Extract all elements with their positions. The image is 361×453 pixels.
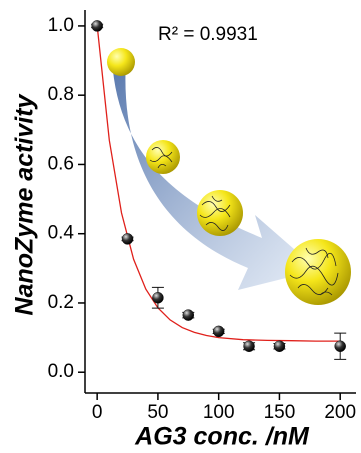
annotation: R² = 0.9931 [158, 24, 258, 45]
data-point [122, 233, 133, 244]
nanoparticle-illustration [107, 48, 351, 305]
y-tick-label: 0.2 [48, 292, 74, 313]
x-tick-label: 200 [324, 402, 356, 423]
x-tick-label: 100 [203, 402, 235, 423]
data-point [183, 310, 194, 321]
x-tick-label: 150 [264, 402, 296, 423]
y-tick-label: 0.6 [48, 153, 74, 174]
x-tick-label: 0 [92, 402, 103, 423]
x-tick-label: 50 [147, 402, 168, 423]
arrow-illustration [112, 60, 318, 290]
x-axis-title: AG3 conc. /nM [134, 423, 310, 451]
y-tick-label: 0.4 [48, 223, 75, 244]
data-point [152, 292, 163, 303]
data-point [92, 20, 103, 31]
y-tick-label: 1.0 [48, 15, 74, 36]
y-axis-title: NanoZyme activity [11, 93, 39, 315]
y-tick-label: 0.8 [48, 84, 74, 105]
data-point [213, 326, 224, 337]
y-tick-label: 0.0 [48, 361, 74, 382]
data-point [274, 341, 285, 352]
data-point [335, 341, 346, 352]
data-point [244, 341, 255, 352]
chart: NanoZyme activity AG3 conc. /nM R² = 0.9… [0, 0, 361, 453]
page: {"chart_data": { "type": "scatter", "y_l… [0, 0, 361, 453]
